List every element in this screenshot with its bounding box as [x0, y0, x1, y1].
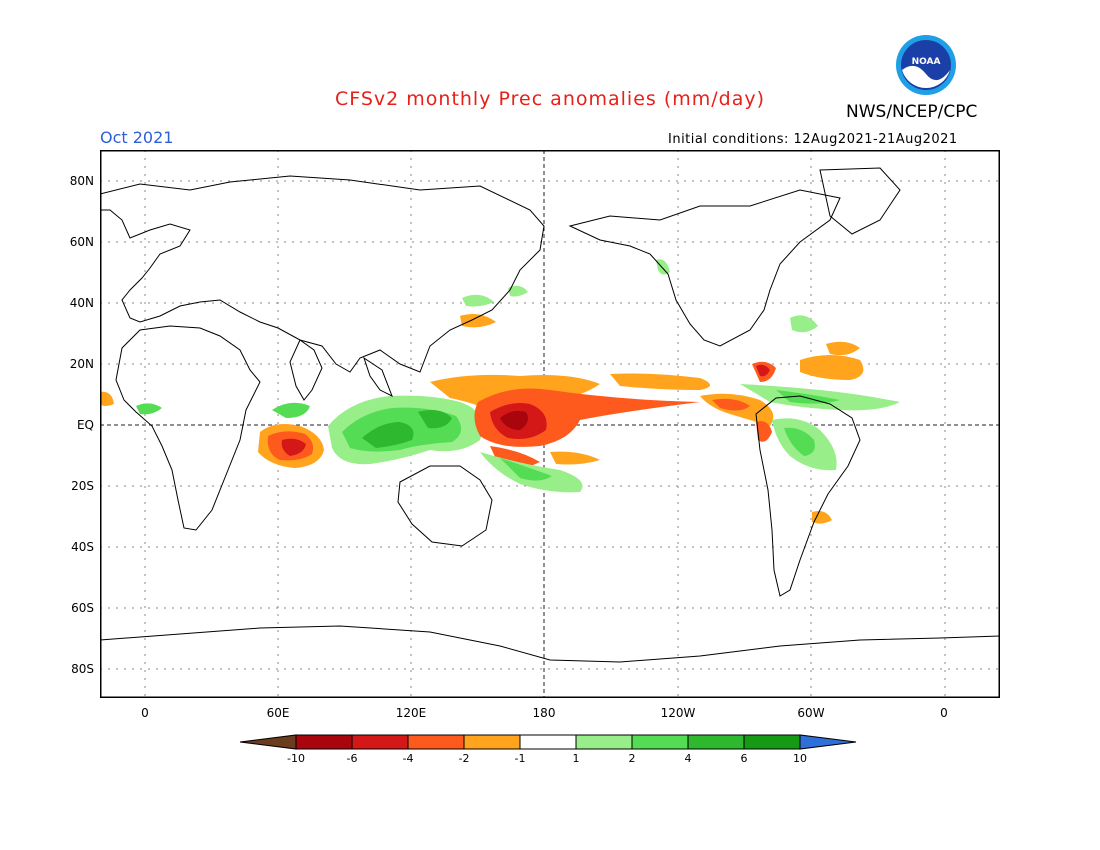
month-label: Oct 2021 — [100, 128, 174, 147]
colorbar-label: 6 — [740, 752, 748, 765]
lon-label: 120W — [660, 706, 696, 720]
colorbar-segment — [240, 734, 297, 750]
lat-label: 40S — [71, 540, 94, 554]
noaa-logo: NOAA — [896, 35, 956, 95]
lat-label: 60N — [69, 235, 94, 249]
lat-label: EQ — [76, 418, 94, 432]
colorbar-segment — [687, 734, 745, 750]
lat-label: 60S — [71, 601, 94, 615]
lon-label: 60W — [797, 706, 825, 720]
lat-label: 80S — [71, 662, 94, 676]
lon-label: 0 — [940, 706, 948, 720]
colorbar-label: -6 — [346, 752, 358, 765]
colorbar-label: -2 — [458, 752, 470, 765]
initial-conditions-label: Initial conditions: 12Aug2021-21Aug2021 — [668, 132, 958, 147]
anomaly-map — [100, 150, 1000, 698]
colorbar-label: 4 — [684, 752, 692, 765]
colorbar-segment — [295, 734, 353, 750]
colorbar — [240, 734, 857, 750]
lat-label: 40N — [69, 296, 94, 310]
colorbar-segment — [407, 734, 465, 750]
colorbar-label: -1 — [514, 752, 526, 765]
colorbar-segment — [631, 734, 689, 750]
lon-label: 60E — [266, 706, 290, 720]
lon-label: 0 — [141, 706, 149, 720]
noaa-logo-text: NOAA — [912, 57, 941, 67]
colorbar-label: -10 — [287, 752, 305, 765]
colorbar-label: 10 — [793, 752, 807, 765]
colorbar-label: 1 — [572, 752, 580, 765]
org-label: NWS/NCEP/CPC — [846, 102, 978, 122]
colorbar-segment — [351, 734, 409, 750]
anomaly-shading — [100, 259, 900, 524]
map-grid — [100, 150, 1000, 698]
chart-title: CFSv2 monthly Prec anomalies (mm/day) — [334, 88, 766, 110]
colorbar-segment — [799, 734, 857, 750]
colorbar-segment — [519, 734, 577, 750]
colorbar-segment — [743, 734, 801, 750]
lon-label: 120E — [395, 706, 427, 720]
colorbar-segment — [463, 734, 521, 750]
lat-label: 20N — [69, 357, 94, 371]
lon-label: 180 — [532, 706, 556, 720]
colorbar-segment — [575, 734, 633, 750]
colorbar-label: 2 — [628, 752, 636, 765]
lat-label: 20S — [71, 479, 94, 493]
coastlines — [100, 167, 1000, 663]
lat-label: 80N — [69, 174, 94, 188]
colorbar-label: -4 — [402, 752, 414, 765]
